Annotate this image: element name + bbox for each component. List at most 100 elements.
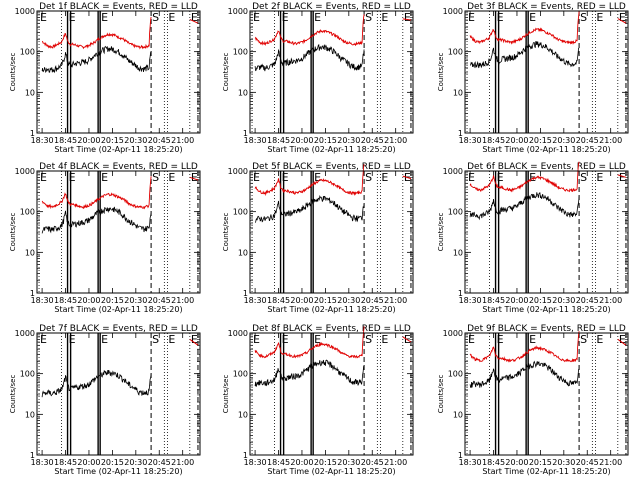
plot-frame: [36, 10, 201, 134]
marker-label: S: [152, 333, 159, 346]
y-tick-label: 1000: [15, 7, 35, 16]
x-tick-label: 18:45: [482, 136, 505, 145]
x-tick-label: 20:45: [576, 296, 599, 305]
x-tick-label: 20:30: [124, 296, 147, 305]
y-tick-label: 1: [243, 129, 248, 138]
plot-frame: [464, 170, 629, 294]
x-axis-label: Start Time (02-Apr-11 18:25:20): [267, 145, 395, 154]
x-tick-label: 20:45: [361, 136, 384, 145]
y-tick-label: 100: [448, 208, 463, 217]
x-tick-label: 20:00: [77, 136, 100, 145]
marker-label: E: [191, 11, 198, 24]
series-lld: [469, 161, 580, 193]
x-tick-label: 21:00: [384, 458, 407, 467]
marker-label: E: [191, 171, 198, 184]
marker-label: E: [191, 333, 198, 346]
x-tick-label: 20:30: [337, 458, 360, 467]
panel-title: Det 3f BLACK = Events, RED = LLD: [467, 2, 626, 12]
marker-label: E: [69, 333, 76, 346]
x-tick-label: 20:15: [314, 458, 337, 467]
x-tick-label: 20:45: [361, 296, 384, 305]
series-lld: [254, 164, 365, 197]
plot-frame: [249, 332, 414, 456]
panel-6: Det 6f BLACK = Events, RED = LLD 1 10 100 10…: [437, 161, 629, 314]
plot-frame: [464, 332, 629, 456]
x-tick-label: 21:00: [384, 136, 407, 145]
x-tick-label: 18:45: [267, 136, 290, 145]
marker-label: E: [596, 11, 603, 24]
marker-label: E: [497, 171, 504, 184]
series-lld: [254, 14, 365, 47]
panel-4: Det 4f BLACK = Events, RED = LLD 1 10 100 10…: [9, 162, 201, 314]
y-tick-label: 1: [458, 129, 463, 138]
y-tick-label: 1: [458, 451, 463, 460]
y-tick-label: 1000: [15, 167, 35, 176]
series-events: [254, 43, 365, 72]
y-tick-label: 1000: [15, 329, 35, 338]
y-axis-label: Counts/sec: [222, 375, 230, 414]
marker-label: E: [381, 171, 388, 184]
plot-frame: [249, 170, 414, 294]
x-tick-label: 21:00: [599, 458, 622, 467]
marker-label: E: [40, 11, 47, 24]
y-tick-label: 1000: [228, 167, 248, 176]
marker-label: E: [619, 333, 626, 346]
x-tick-label: 20:45: [361, 458, 384, 467]
y-tick-label: 10: [238, 248, 248, 257]
panel-8: Det 8f BLACK = Events, RED = LLD 1 10 100 10…: [222, 324, 414, 476]
series-events: [469, 41, 580, 69]
x-tick-label: 20:45: [148, 136, 171, 145]
y-axis-label: Counts/sec: [437, 375, 445, 414]
panel-title: Det 6f BLACK = Events, RED = LLD: [467, 162, 626, 172]
y-tick-label: 100: [20, 48, 35, 57]
panel-5: Det 5f BLACK = Events, RED = LLD 1 10 100 10…: [222, 162, 414, 314]
y-tick-label: 1000: [443, 329, 463, 338]
plot-frame: [36, 332, 201, 456]
panel-3: Det 3f BLACK = Events, RED = LLD 1 10 100 10…: [437, 2, 629, 154]
marker-label: S: [152, 171, 159, 184]
y-tick-label: 100: [233, 370, 248, 379]
x-tick-label: 20:00: [505, 296, 528, 305]
marker-label: S: [365, 171, 372, 184]
x-tick-label: 20:45: [148, 458, 171, 467]
series-lld-late: [617, 338, 627, 346]
marker-label: E: [101, 171, 108, 184]
panel-2: Det 2f BLACK = Events, RED = LLD 1 10 100 10…: [222, 2, 414, 154]
x-axis-label: Start Time (02-Apr-11 18:25:20): [482, 305, 610, 314]
x-tick-label: 20:15: [101, 458, 124, 467]
x-tick-label: 20:30: [552, 296, 575, 305]
marker-label: E: [168, 333, 175, 346]
marker-label: S: [580, 333, 587, 346]
series-events: [41, 206, 152, 234]
x-tick-label: 18:30: [31, 296, 54, 305]
x-tick-label: 18:30: [459, 458, 482, 467]
x-tick-label: 20:15: [101, 136, 124, 145]
x-tick-label: 18:30: [244, 296, 267, 305]
marker-label: E: [596, 171, 603, 184]
x-axis-label: Start Time (02-Apr-11 18:25:20): [54, 145, 182, 154]
series-lld: [41, 176, 152, 210]
x-axis-label: Start Time (02-Apr-11 18:25:20): [267, 467, 395, 476]
x-tick-label: 20:45: [576, 458, 599, 467]
y-tick-label: 1: [458, 289, 463, 298]
series-lld-late: [617, 174, 627, 178]
x-tick-label: 20:00: [77, 458, 100, 467]
x-tick-label: 20:15: [529, 136, 552, 145]
x-axis-label: Start Time (02-Apr-11 18:25:20): [482, 145, 610, 154]
y-tick-label: 100: [20, 208, 35, 217]
x-tick-label: 18:30: [459, 136, 482, 145]
series-events: [41, 45, 152, 74]
x-tick-label: 20:45: [576, 136, 599, 145]
marker-label: E: [404, 11, 411, 24]
series-lld: [469, 11, 580, 46]
x-tick-label: 20:00: [77, 296, 100, 305]
marker-label: E: [381, 333, 388, 346]
x-tick-label: 18:30: [31, 458, 54, 467]
marker-label: E: [497, 333, 504, 346]
marker-label: E: [381, 11, 388, 24]
x-tick-label: 20:30: [337, 136, 360, 145]
marker-label: E: [619, 171, 626, 184]
y-tick-label: 10: [25, 88, 35, 97]
x-tick-label: 21:00: [599, 296, 622, 305]
